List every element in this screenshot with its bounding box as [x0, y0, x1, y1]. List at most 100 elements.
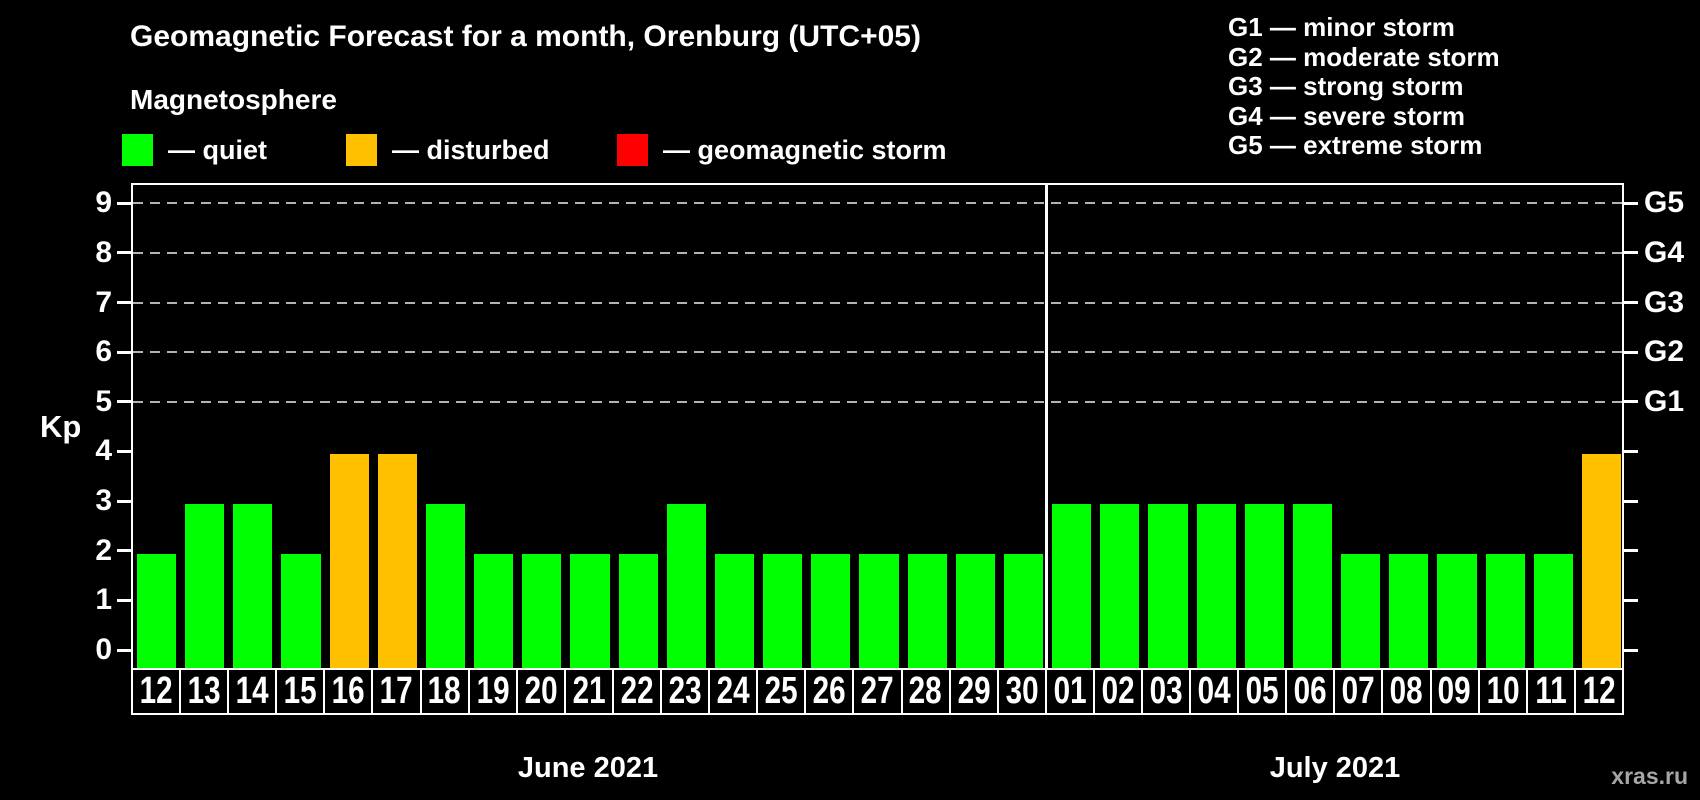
legend-item-storm: — geomagnetic storm: [617, 134, 947, 166]
y-tick-right: [1624, 350, 1638, 354]
y-tick-right: [1624, 251, 1638, 255]
kp-bar: [1341, 553, 1381, 668]
kp-bar: [425, 504, 466, 668]
kp-bar: [763, 553, 803, 668]
y-tick-right: [1624, 549, 1638, 553]
kp-bar: [474, 553, 514, 668]
gridline-kp-8: [133, 251, 1622, 254]
y-tick-right: [1624, 499, 1638, 503]
day-label-cell: 14: [229, 670, 278, 713]
y-tick-left: [117, 598, 131, 602]
y-tick-left: [117, 301, 131, 305]
y-tick-left: [117, 648, 131, 652]
month-label-july: July 2021: [1269, 752, 1401, 784]
kp-bar: [1485, 553, 1525, 668]
day-label-cell: 28: [902, 670, 951, 713]
kp-bar: [955, 553, 995, 668]
y-tick-label: 2: [95, 533, 112, 567]
plot-area: [131, 183, 1624, 668]
legend-item-disturbed: — disturbed: [346, 134, 550, 166]
gridline-kp-9: [133, 202, 1622, 205]
day-label-cell: 13: [181, 670, 230, 713]
kp-bar: [666, 504, 706, 668]
y-axis-title: Kp: [40, 409, 82, 444]
day-label-cell: 05: [1239, 670, 1288, 713]
y-tick-label: 6: [95, 335, 112, 369]
kp-bar: [185, 504, 225, 668]
day-label-cell: 25: [758, 670, 807, 713]
magnetosphere-subtitle: Magnetosphere: [130, 84, 337, 115]
day-label-cell: 03: [1142, 670, 1192, 713]
kp-bar: [1292, 504, 1333, 668]
y-tick-label: 9: [95, 186, 112, 220]
kp-bar: [714, 553, 755, 668]
page-title: Geomagnetic Forecast for a month, Orenbu…: [130, 20, 921, 53]
kp-bar: [570, 553, 610, 668]
kp-bar: [1052, 504, 1092, 668]
y-tick-left: [117, 549, 131, 553]
quiet-color-swatch: [122, 134, 153, 166]
kp-bar: [137, 553, 177, 668]
day-label-cell: 15: [277, 670, 326, 713]
y-tick-right: [1624, 201, 1638, 205]
y-tick-right: [1624, 301, 1638, 305]
g5-legend-line: G5 — extreme storm: [1228, 130, 1483, 161]
kp-bar: [281, 553, 321, 668]
kp-bar: [1100, 504, 1140, 668]
legend-label-disturbed: — disturbed: [392, 135, 550, 165]
gridline-kp-7: [133, 301, 1622, 304]
month-separator-line: [1044, 185, 1048, 668]
day-label-cell: 06: [1287, 670, 1336, 713]
day-label-cell: 12: [1575, 670, 1622, 713]
y-tick-label: 1: [95, 583, 112, 617]
day-label-cell: 24: [710, 670, 759, 713]
day-label-cell: 16: [325, 670, 374, 713]
y-tick-label: 3: [95, 484, 112, 518]
g-level-label-g4: G4: [1644, 235, 1685, 269]
day-label-cell: 26: [806, 670, 855, 713]
y-tick-label: 4: [95, 434, 112, 468]
disturbed-color-swatch: [346, 134, 377, 166]
day-label-cell: 27: [854, 670, 903, 713]
day-label-cell: 17: [373, 670, 422, 713]
y-tick-left: [117, 350, 131, 354]
day-label-cell: 04: [1191, 670, 1240, 713]
day-label-cell: 01: [1046, 670, 1095, 713]
g3-legend-line: G3 — strong storm: [1228, 71, 1464, 102]
kp-bar: [329, 454, 369, 668]
kp-bar: [1581, 454, 1621, 668]
kp-bar: [522, 553, 562, 668]
gridline-kp-6: [133, 351, 1622, 354]
day-label-cell: 09: [1431, 670, 1480, 713]
kp-bar: [1389, 553, 1429, 668]
kp-bar: [1244, 504, 1284, 668]
kp-bar: [811, 553, 851, 668]
kp-bar: [377, 454, 417, 668]
kp-bar: [1437, 553, 1477, 668]
day-label-cell: 23: [662, 670, 711, 713]
day-label-cell: 20: [517, 670, 566, 713]
watermark: xras.ru: [1611, 763, 1688, 789]
day-label-cell: 08: [1383, 670, 1432, 713]
day-label-cell: 29: [950, 670, 999, 713]
day-label-cell: 02: [1094, 670, 1143, 713]
g1-legend-line: G1 — minor storm: [1228, 12, 1455, 42]
day-label-cell: 07: [1335, 670, 1384, 713]
kp-bar: [859, 553, 899, 668]
day-label-cell: 22: [613, 670, 663, 713]
kp-bar: [907, 553, 947, 668]
y-tick-left: [117, 251, 131, 255]
y-tick-right: [1624, 400, 1638, 404]
y-tick-right: [1624, 598, 1638, 602]
y-tick-left: [117, 449, 131, 453]
day-label-cell: 10: [1479, 670, 1528, 713]
month-label-june: June 2021: [517, 752, 659, 784]
kp-bar: [1003, 553, 1044, 668]
kp-bar: [1533, 553, 1573, 668]
y-tick-right: [1624, 648, 1638, 652]
g-level-label-g3: G3: [1644, 285, 1685, 319]
gridline-kp-5: [133, 400, 1622, 403]
g-level-label-g5: G5: [1644, 186, 1685, 220]
y-tick-label: 7: [95, 285, 112, 319]
